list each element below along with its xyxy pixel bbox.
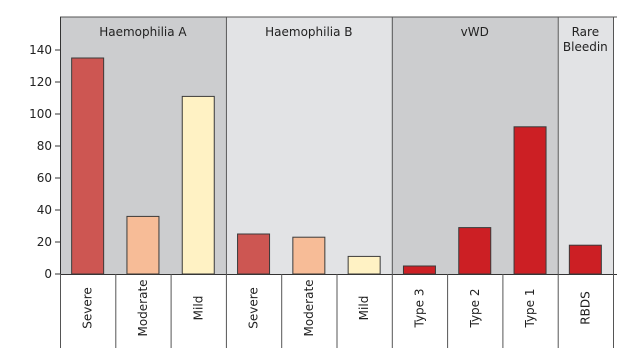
group-label: Haemophilia A: [99, 25, 187, 39]
y-tick-label: 20: [37, 235, 52, 249]
bar: [181, 95, 215, 275]
category-label: Severe: [81, 287, 95, 329]
group-label: Haemophilia B: [265, 25, 352, 39]
category-label: RBDS: [578, 291, 592, 324]
y-tick-label: 0: [44, 267, 52, 281]
y-tick-label: 60: [37, 171, 52, 185]
y-tick-label: 40: [37, 203, 52, 217]
bars: [71, 57, 602, 275]
category-label: Moderate: [136, 279, 150, 336]
category-label: Severe: [247, 287, 261, 329]
category-label: Type 2: [468, 288, 482, 328]
group-background-3: [557, 17, 613, 274]
group-label: Rare: [572, 25, 599, 39]
bar: [347, 255, 381, 275]
category-label: Mild: [357, 296, 371, 321]
labels: Haemophilia A Severe Moderate Mild Haemophil…: [81, 25, 608, 337]
category-label: Mild: [191, 296, 205, 321]
group-background-1: [225, 17, 392, 274]
bar: [568, 244, 602, 275]
y-tick-label: 100: [29, 107, 52, 121]
group-label: Bleedin: [563, 40, 608, 54]
y-tick-label: 120: [29, 75, 52, 89]
bar: [513, 126, 547, 275]
category-label: Type 3: [412, 288, 426, 328]
y-tick-label: 140: [29, 43, 52, 57]
y-tick-label: 80: [37, 139, 52, 153]
bar: [292, 236, 326, 275]
category-label: Moderate: [302, 279, 316, 336]
bar: [237, 233, 271, 275]
bar: [71, 57, 105, 275]
y-axis: 0 20 40 60 80 100 120 140: [29, 16, 617, 348]
bar: [126, 215, 160, 275]
bar: [402, 265, 436, 275]
bar: [458, 227, 492, 275]
group-label: vWD: [461, 25, 489, 39]
category-label: Type 1: [523, 288, 537, 328]
